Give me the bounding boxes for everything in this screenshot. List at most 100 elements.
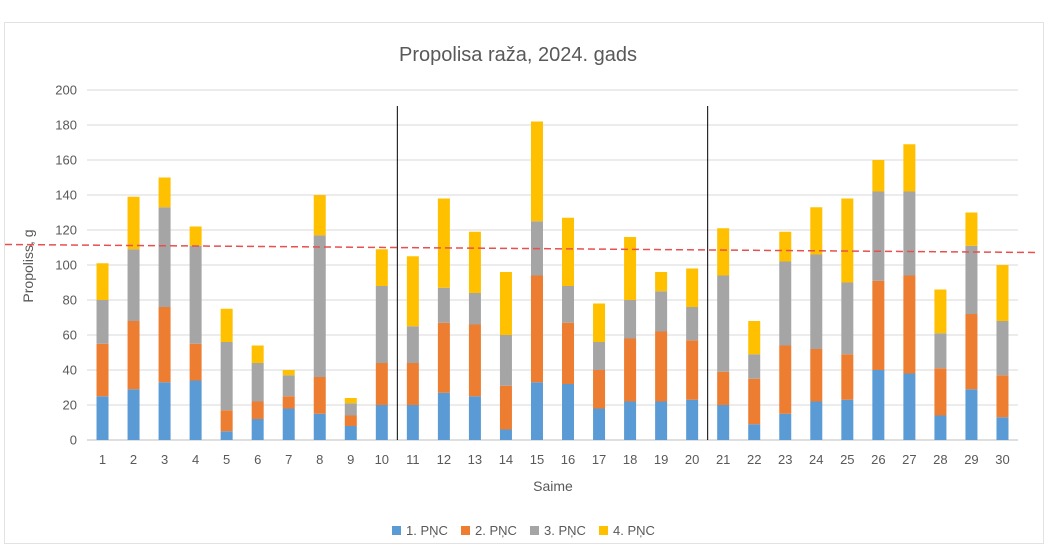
bar-segment-3 bbox=[251, 363, 264, 402]
legend-swatch bbox=[392, 526, 401, 535]
x-tick-label: 30 bbox=[995, 452, 1009, 467]
x-tick-label: 4 bbox=[192, 452, 199, 467]
bar-segment-3 bbox=[406, 326, 419, 363]
bar-segment-4 bbox=[903, 144, 916, 192]
bar-segment-1 bbox=[903, 373, 916, 440]
bar-segment-4 bbox=[375, 249, 388, 286]
bar-segment-1 bbox=[189, 380, 202, 440]
y-tick-label: 0 bbox=[70, 433, 77, 448]
bar-segment-4 bbox=[158, 177, 171, 208]
bar-segment-1 bbox=[251, 419, 264, 440]
legend-item: 2. PŅC bbox=[461, 523, 517, 538]
bar-segment-1 bbox=[375, 405, 388, 440]
bar-segment-1 bbox=[934, 415, 947, 440]
bar-segment-3 bbox=[375, 286, 388, 363]
x-tick-label: 12 bbox=[437, 452, 451, 467]
chart-title: Propolisa raža, 2024. gads bbox=[399, 44, 637, 66]
y-tick-label: 160 bbox=[55, 153, 77, 168]
legend: 1. PŅC 2. PŅC 3. PŅC 4. PŅC bbox=[392, 523, 655, 538]
legend-label: 3. PŅC bbox=[544, 523, 586, 538]
bar-segment-3 bbox=[437, 287, 450, 323]
bar-segment-1 bbox=[841, 399, 854, 440]
bar-segment-2 bbox=[748, 378, 761, 425]
legend-swatch bbox=[599, 526, 608, 535]
bar-segment-3 bbox=[593, 342, 606, 370]
bar-segment-3 bbox=[282, 375, 295, 397]
bar-segment-3 bbox=[562, 286, 575, 323]
y-tick-label: 80 bbox=[63, 293, 77, 308]
bar-segment-4 bbox=[655, 272, 668, 292]
bar-segment-3 bbox=[872, 191, 885, 281]
bar-segment-1 bbox=[562, 384, 575, 440]
bar-segment-3 bbox=[748, 354, 761, 379]
bar-segment-3 bbox=[624, 300, 637, 339]
bar-segment-3 bbox=[779, 261, 792, 346]
bar-segment-1 bbox=[468, 396, 481, 440]
x-tick-label: 7 bbox=[285, 452, 292, 467]
x-tick-label: 23 bbox=[778, 452, 792, 467]
bar-segment-4 bbox=[313, 195, 326, 236]
bar-segment-3 bbox=[717, 275, 730, 372]
bar-segment-2 bbox=[406, 363, 419, 405]
reference-line bbox=[5, 243, 1038, 254]
bar-segment-1 bbox=[717, 405, 730, 440]
bar-segment-2 bbox=[996, 375, 1009, 418]
x-tick-label: 27 bbox=[902, 452, 916, 467]
bar-segment-1 bbox=[686, 399, 699, 440]
chart-frame: Propolisa raža, 2024. gads 0 20 40 60 80 100 1… bbox=[4, 22, 1044, 544]
x-tick-label: 26 bbox=[871, 452, 885, 467]
y-tick-label: 60 bbox=[63, 328, 77, 343]
bar-segment-3 bbox=[810, 254, 823, 349]
bar-segment-2 bbox=[903, 275, 916, 374]
x-tick-label: 15 bbox=[530, 452, 544, 467]
bar-segment-4 bbox=[96, 263, 109, 300]
x-tick-label: 25 bbox=[840, 452, 854, 467]
legend-swatch bbox=[530, 526, 539, 535]
bar-segment-4 bbox=[996, 265, 1009, 321]
x-tick-label: 13 bbox=[468, 452, 482, 467]
bar-segment-2 bbox=[375, 363, 388, 405]
bar-segment-3 bbox=[96, 300, 109, 344]
bar-segment-2 bbox=[686, 340, 699, 400]
x-tick-label: 8 bbox=[316, 452, 323, 467]
bars bbox=[96, 121, 1009, 440]
bar-segment-4 bbox=[686, 268, 699, 307]
bar-segment-4 bbox=[717, 228, 730, 276]
x-tick-label: 9 bbox=[347, 452, 354, 467]
bar-segment-2 bbox=[468, 324, 481, 397]
bar-segment-1 bbox=[593, 408, 606, 440]
bar-segment-4 bbox=[965, 212, 978, 246]
bar-segment-4 bbox=[344, 398, 357, 404]
bar-segment-3 bbox=[841, 282, 854, 355]
bar-segment-1 bbox=[655, 401, 668, 440]
bar-segment-2 bbox=[282, 396, 295, 409]
bar-segment-4 bbox=[624, 237, 637, 300]
bar-segment-1 bbox=[810, 401, 823, 440]
bar-segment-4 bbox=[189, 226, 202, 246]
bar-segment-3 bbox=[127, 249, 140, 321]
bar-segment-4 bbox=[530, 121, 543, 222]
bar-segment-1 bbox=[158, 382, 171, 440]
y-tick-label: 200 bbox=[55, 83, 77, 98]
bar-segment-3 bbox=[655, 291, 668, 332]
legend-item: 1. PŅC bbox=[392, 523, 448, 538]
bar-segment-1 bbox=[872, 370, 885, 440]
bar-segment-2 bbox=[127, 321, 140, 390]
x-tick-label: 16 bbox=[561, 452, 575, 467]
bar-segment-4 bbox=[127, 196, 140, 250]
y-tick-label: 100 bbox=[55, 258, 77, 273]
bar-segment-2 bbox=[593, 370, 606, 409]
reference-line-group bbox=[5, 243, 1038, 254]
x-tick-label: 5 bbox=[223, 452, 230, 467]
bar-segment-3 bbox=[344, 403, 357, 416]
bar-segment-3 bbox=[313, 235, 326, 377]
bar-segment-1 bbox=[344, 426, 357, 440]
y-tick-label: 20 bbox=[63, 398, 77, 413]
bar-segment-1 bbox=[499, 429, 512, 440]
bar-segment-3 bbox=[499, 335, 512, 386]
bar-segment-4 bbox=[437, 198, 450, 288]
x-tick-label: 24 bbox=[809, 452, 823, 467]
bar-segment-1 bbox=[624, 401, 637, 440]
x-tick-label: 19 bbox=[654, 452, 668, 467]
bar-segment-2 bbox=[841, 354, 854, 400]
